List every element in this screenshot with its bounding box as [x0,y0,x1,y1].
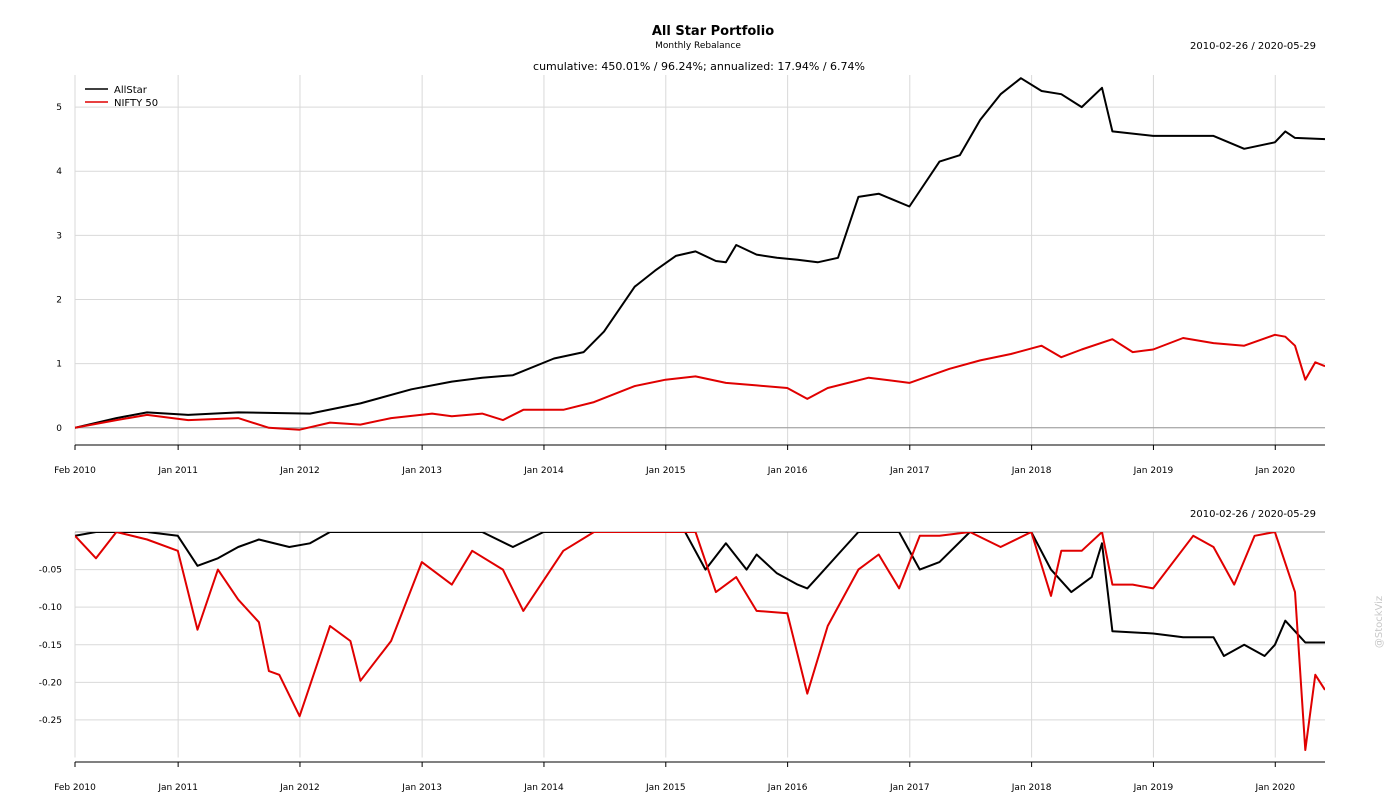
legend-label-nifty50: NIFTY 50 [114,98,158,109]
x-tick-label: Jan 2016 [767,466,808,476]
y-tick-label: -0.05 [39,566,62,576]
x-tick-label: Jan 2011 [157,783,198,793]
y-tick-label: 3 [56,231,62,241]
y-tick-label: 1 [56,360,62,370]
x-tick-label: Jan 2011 [157,466,198,476]
y-tick-label: -0.20 [39,678,63,688]
x-tick-label: Jan 2012 [279,466,320,476]
performance-summary: cumulative: 450.01% / 96.24%; annualized… [533,60,865,73]
x-tick-label: Jan 2019 [1133,783,1174,793]
top-date-range: 2010-02-26 / 2020-05-29 [1190,41,1316,52]
x-tick-label: Jan 2016 [767,783,808,793]
watermark: @StockViz [1374,596,1385,648]
bottom-date-range: 2010-02-26 / 2020-05-29 [1190,509,1316,520]
legend-label-allstar: AllStar [114,85,148,96]
series-line-nifty-50 [75,532,1325,751]
bottom-grid [74,531,1325,758]
top-grid [74,75,1325,447]
x-tick-label: Feb 2010 [54,466,96,476]
series-line-allstar [75,77,1325,429]
bottom-series [75,532,1325,751]
legend: AllStar NIFTY 50 [85,85,158,109]
series-line-nifty-50 [75,333,1325,431]
y-tick-label: -0.10 [39,603,63,613]
x-tick-label: Jan 2015 [645,783,686,793]
y-tick-label: 4 [56,167,62,177]
x-tick-label: Jan 2017 [889,783,930,793]
series-line-allstar [75,532,1325,657]
x-tick-label: Jan 2013 [401,466,442,476]
x-tick-label: Jan 2014 [523,466,564,476]
x-tick-label: Jan 2019 [1133,466,1174,476]
top-y-axis: 0 1 2 3 4 5 [56,103,62,434]
x-tick-label: Jan 2020 [1254,466,1295,476]
top-series [75,77,1325,431]
x-tick-label: Jan 2018 [1011,783,1052,793]
chart-subtitle: Monthly Rebalance [655,41,741,51]
top-x-axis: Feb 2010 Jan 2011 Jan 2012 Jan 2013 Jan 2014… [54,444,1325,476]
y-tick-label: 2 [56,295,62,305]
chart-title: All Star Portfolio [652,24,774,39]
x-tick-label: Jan 2015 [645,466,686,476]
y-tick-label: 5 [56,103,62,113]
y-tick-label: -0.25 [39,716,62,726]
bottom-x-axis: Feb 2010 Jan 2011 Jan 2012 Jan 2013 Jan 2014… [54,761,1325,793]
x-tick-label: Jan 2012 [279,783,320,793]
y-tick-label: -0.15 [39,641,62,651]
x-tick-label: Jan 2013 [401,783,442,793]
y-tick-label: 0 [56,424,62,434]
x-tick-label: Jan 2014 [523,783,564,793]
x-tick-label: Feb 2010 [54,783,96,793]
bottom-y-axis: -0.05 -0.10 -0.15 -0.20 -0.25 [39,566,63,726]
x-tick-label: Jan 2018 [1011,466,1052,476]
x-tick-label: Jan 2020 [1254,783,1295,793]
x-tick-label: Jan 2017 [889,466,930,476]
